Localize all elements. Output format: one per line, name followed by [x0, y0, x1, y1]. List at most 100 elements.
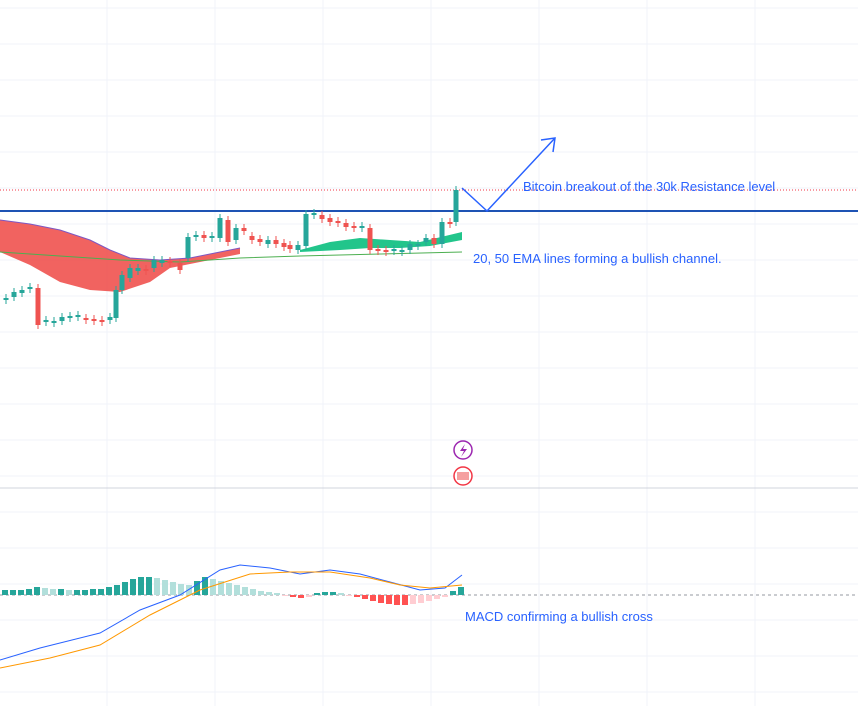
candle-body: [241, 228, 247, 231]
breakout-note: Bitcoin breakout of the 30k Resistance l…: [523, 179, 775, 194]
candle-body: [431, 238, 437, 244]
candle-body: [83, 318, 89, 320]
candle-body: [407, 244, 413, 250]
candle-body: [59, 317, 65, 321]
candle-body: [295, 245, 301, 250]
histogram-bar: [186, 585, 192, 595]
histogram-bar: [458, 587, 464, 595]
histogram-bar: [2, 590, 8, 595]
candle-body: [367, 228, 373, 250]
candle-body: [201, 235, 207, 238]
histogram-bar: [218, 581, 224, 595]
histogram-bar: [122, 582, 128, 595]
candle-body: [51, 321, 57, 323]
candle-body: [119, 275, 125, 290]
histogram-bar: [18, 590, 24, 595]
candle-body: [327, 218, 333, 222]
histogram-bar: [210, 579, 216, 595]
histogram-bar: [50, 589, 56, 595]
candle-body: [127, 268, 133, 278]
histogram-bar: [258, 591, 264, 595]
candle-body: [143, 269, 149, 271]
histogram-bar: [34, 587, 40, 595]
histogram-bar: [370, 595, 376, 601]
candle-body: [67, 316, 73, 318]
candle-body: [233, 228, 239, 240]
event-icons: [453, 440, 473, 486]
candle-body: [151, 260, 157, 268]
histogram-bar: [338, 593, 344, 595]
candle-body: [217, 218, 223, 238]
histogram-bar: [394, 595, 400, 605]
candle-body: [303, 214, 309, 246]
histogram-bar: [426, 595, 432, 601]
histogram-bar: [162, 580, 168, 595]
candle-body: [265, 240, 271, 244]
candle-body: [287, 245, 293, 249]
histogram-bar: [330, 592, 336, 595]
histogram-bar: [242, 587, 248, 595]
histogram-bar: [250, 589, 256, 595]
histogram-bar: [434, 595, 440, 599]
candle-body: [335, 221, 341, 223]
candle-body: [185, 237, 191, 258]
macd-note: MACD confirming a bullish cross: [465, 609, 653, 624]
candle-body: [35, 288, 41, 325]
candle-body: [19, 290, 25, 293]
histogram-bar: [10, 590, 16, 595]
histogram-bar: [282, 595, 288, 596]
flag: [457, 472, 469, 480]
histogram-bar: [90, 589, 96, 595]
candle-body: [453, 190, 459, 222]
histogram-bar: [114, 585, 120, 595]
candle-body: [273, 240, 279, 244]
candle-body: [423, 238, 429, 242]
histogram-bar: [154, 578, 160, 595]
candle-body: [375, 249, 381, 251]
candle-body: [11, 292, 17, 297]
histogram-bar: [170, 582, 176, 595]
candle-body: [107, 317, 113, 320]
macd-line: [0, 564, 463, 661]
candle-body: [27, 287, 33, 289]
histogram-bar: [402, 595, 408, 605]
histogram-bar: [450, 591, 456, 595]
ema-50-line: [0, 251, 463, 263]
candle-body: [319, 215, 325, 219]
histogram-bar: [298, 595, 304, 598]
histogram-bar: [130, 579, 136, 595]
histogram-bar: [226, 583, 232, 595]
histogram-bar: [386, 595, 392, 604]
histogram-bar: [266, 592, 272, 595]
candle-body: [415, 244, 421, 246]
candle-body: [91, 319, 97, 321]
ema-ribbon-green: [300, 232, 462, 252]
projection-arrow: [461, 137, 556, 213]
candle-body: [43, 320, 49, 322]
candle-body: [439, 222, 445, 244]
ema-ribbon-red: [0, 220, 240, 292]
candle-body: [447, 222, 453, 224]
candle-body: [249, 236, 255, 240]
candle-body: [343, 223, 349, 227]
candle-body: [113, 290, 119, 318]
histogram-bar: [378, 595, 384, 603]
histogram-bar: [66, 590, 72, 595]
candle-body: [391, 249, 397, 251]
histogram-bar: [58, 589, 64, 595]
histogram-bar: [418, 595, 424, 603]
candle-body: [159, 260, 165, 263]
histogram-bar: [410, 595, 416, 604]
candle-body: [225, 220, 231, 242]
candle-body: [399, 250, 405, 252]
histogram-bar: [106, 587, 112, 595]
candle-body: [167, 261, 173, 263]
histogram-bar: [306, 595, 312, 597]
candle-body: [3, 298, 9, 300]
histogram-bar: [290, 595, 296, 597]
candle-body: [359, 226, 365, 228]
candle-body: [281, 243, 287, 247]
histogram-bar: [234, 585, 240, 595]
